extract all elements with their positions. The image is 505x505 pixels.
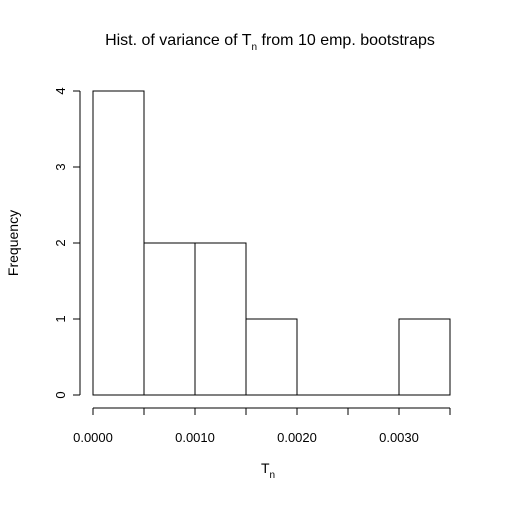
x-axis-tick-label: 0.0000: [73, 430, 113, 445]
histogram-bar: [92, 90, 145, 396]
x-axis-label-subscript: n: [270, 470, 276, 481]
histogram-bars: [92, 90, 451, 396]
y-axis-tick-label: 0: [53, 391, 68, 398]
y-axis-label: Frequency: [5, 210, 21, 276]
x-axis-tick-label: 0.0010: [175, 430, 215, 445]
chart-title-subscript: n: [252, 42, 258, 53]
y-axis-tick-label: 1: [53, 315, 68, 322]
y-axis-tick-label: 4: [53, 87, 68, 94]
x-axis: 0.0000 0.0010 0.0020 0.0030: [73, 407, 451, 445]
chart-title: Hist. of variance of Tn from 10 emp. boo…: [105, 32, 435, 53]
histogram-bar: [245, 318, 298, 396]
x-axis-tick-label: 0.0030: [379, 430, 419, 445]
y-axis-tick-label: 2: [53, 239, 68, 246]
x-axis-label: Tn: [261, 460, 275, 481]
histogram-bar: [398, 318, 451, 396]
x-axis-tick-label: 0.0020: [277, 430, 317, 445]
histogram-bar: [143, 242, 196, 396]
y-axis: 0 1 2 3 4: [53, 87, 81, 399]
chart-title-prefix: Hist. of variance of T: [105, 32, 252, 49]
histogram-bar: [194, 242, 247, 396]
y-axis-tick-label: 3: [53, 163, 68, 170]
chart-title-suffix: from 10 emp. bootstraps: [257, 32, 435, 49]
x-axis-label-main: T: [261, 460, 270, 476]
